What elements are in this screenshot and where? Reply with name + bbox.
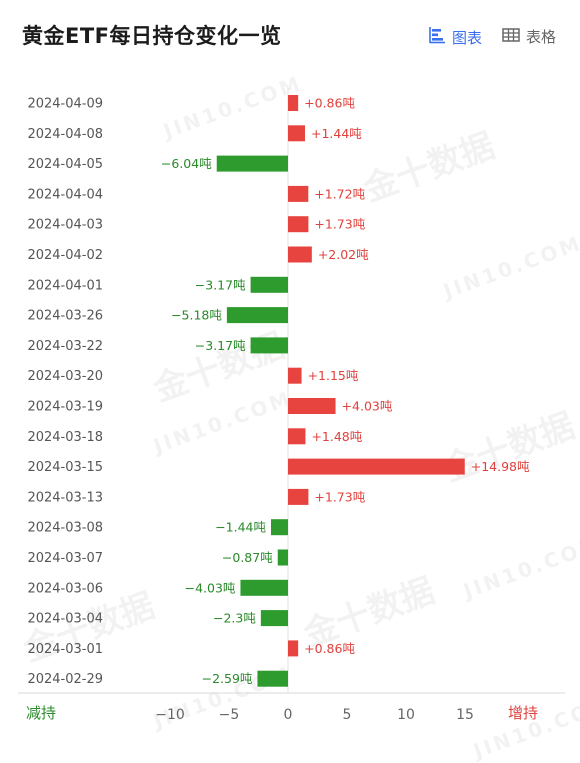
bar-value-label: −3.17吨	[195, 338, 246, 353]
bar	[260, 610, 288, 627]
bar	[250, 276, 288, 293]
bar-chart: 2024-04-09 +0.86吨 2024-04-08 +1.44吨 2024-04-…	[18, 88, 565, 723]
bar-value-label: −6.04吨	[161, 156, 212, 171]
bar-value-label: +1.48吨	[311, 429, 362, 444]
bar-chart-icon	[428, 26, 446, 48]
legend-decrease: 减持	[26, 704, 56, 722]
bar	[226, 307, 288, 324]
bar	[216, 155, 288, 172]
header: 黄金ETF每日持仓变化一览 图表 表格	[0, 0, 580, 70]
date-label: 2024-03-13	[27, 490, 103, 505]
date-label: 2024-03-15	[27, 460, 103, 475]
tab-chart[interactable]: 图表	[428, 26, 482, 48]
date-label: 2024-04-05	[27, 157, 103, 172]
date-label: 2024-03-07	[27, 551, 103, 566]
date-label: 2024-04-01	[27, 278, 103, 293]
bar	[277, 549, 288, 566]
bar	[288, 458, 465, 475]
date-label: 2024-03-26	[27, 309, 103, 324]
bar-value-label: +1.73吨	[314, 489, 365, 504]
date-label: 2024-03-19	[27, 400, 103, 415]
x-tick-label: 10	[397, 707, 415, 723]
bar	[288, 216, 309, 233]
date-label: 2024-03-20	[27, 369, 103, 384]
bar-value-label: +1.44吨	[311, 126, 362, 141]
bar-value-label: +1.72吨	[314, 186, 365, 201]
bar-value-label: −0.87吨	[222, 550, 273, 565]
date-label: 2024-04-08	[27, 127, 103, 142]
bar	[288, 428, 306, 445]
bar-value-label: −3.17吨	[195, 277, 246, 292]
legend-increase: 增持	[508, 704, 538, 722]
bar-value-label: −2.59吨	[202, 671, 253, 686]
bar	[288, 367, 302, 384]
x-tick-label: −10	[155, 707, 185, 723]
x-tick-label: 15	[456, 707, 474, 723]
bar	[250, 337, 288, 354]
bar	[288, 640, 299, 657]
bar-value-label: −5.18吨	[171, 308, 222, 323]
x-tick-label: −5	[219, 707, 240, 723]
date-label: 2024-04-03	[27, 218, 103, 233]
bar-value-label: +14.98吨	[471, 459, 530, 474]
table-icon	[502, 27, 520, 47]
date-label: 2024-02-29	[27, 672, 103, 687]
date-label: 2024-03-04	[27, 612, 103, 627]
bar-value-label: −2.3吨	[213, 611, 256, 626]
bar	[288, 95, 299, 111]
date-label: 2024-04-09	[27, 97, 103, 112]
date-label: 2024-04-02	[27, 248, 103, 263]
tab-chart-label: 图表	[452, 28, 483, 47]
date-label: 2024-03-18	[27, 430, 103, 445]
bar-value-label: +2.02吨	[318, 247, 369, 262]
date-label: 2024-03-22	[27, 339, 103, 354]
bar	[240, 579, 288, 596]
tab-table-label: 表格	[526, 28, 557, 46]
bar	[271, 519, 288, 536]
tab-table[interactable]: 表格	[502, 26, 556, 47]
date-label: 2024-03-08	[27, 521, 103, 536]
date-label: 2024-03-01	[27, 642, 103, 657]
bar	[288, 398, 336, 414]
date-label: 2024-03-06	[27, 581, 103, 596]
x-tick-label: 0	[284, 707, 293, 723]
page-title: 黄金ETF每日持仓变化一览	[22, 24, 282, 48]
bar-value-label: −1.44吨	[215, 520, 266, 535]
bar	[288, 185, 309, 202]
bar-value-label: +0.86吨	[304, 641, 355, 656]
bar	[288, 125, 305, 142]
date-label: 2024-04-04	[27, 187, 103, 202]
bar	[288, 488, 309, 505]
bar-value-label: +4.03吨	[342, 399, 393, 414]
bar-value-label: +1.15吨	[308, 368, 359, 383]
bar	[257, 670, 288, 687]
bar-value-label: +0.86吨	[304, 96, 355, 111]
bar-value-label: +1.73吨	[314, 217, 365, 232]
bar	[288, 246, 312, 263]
x-tick-label: 5	[343, 707, 352, 723]
bar-value-label: −4.03吨	[185, 580, 236, 595]
